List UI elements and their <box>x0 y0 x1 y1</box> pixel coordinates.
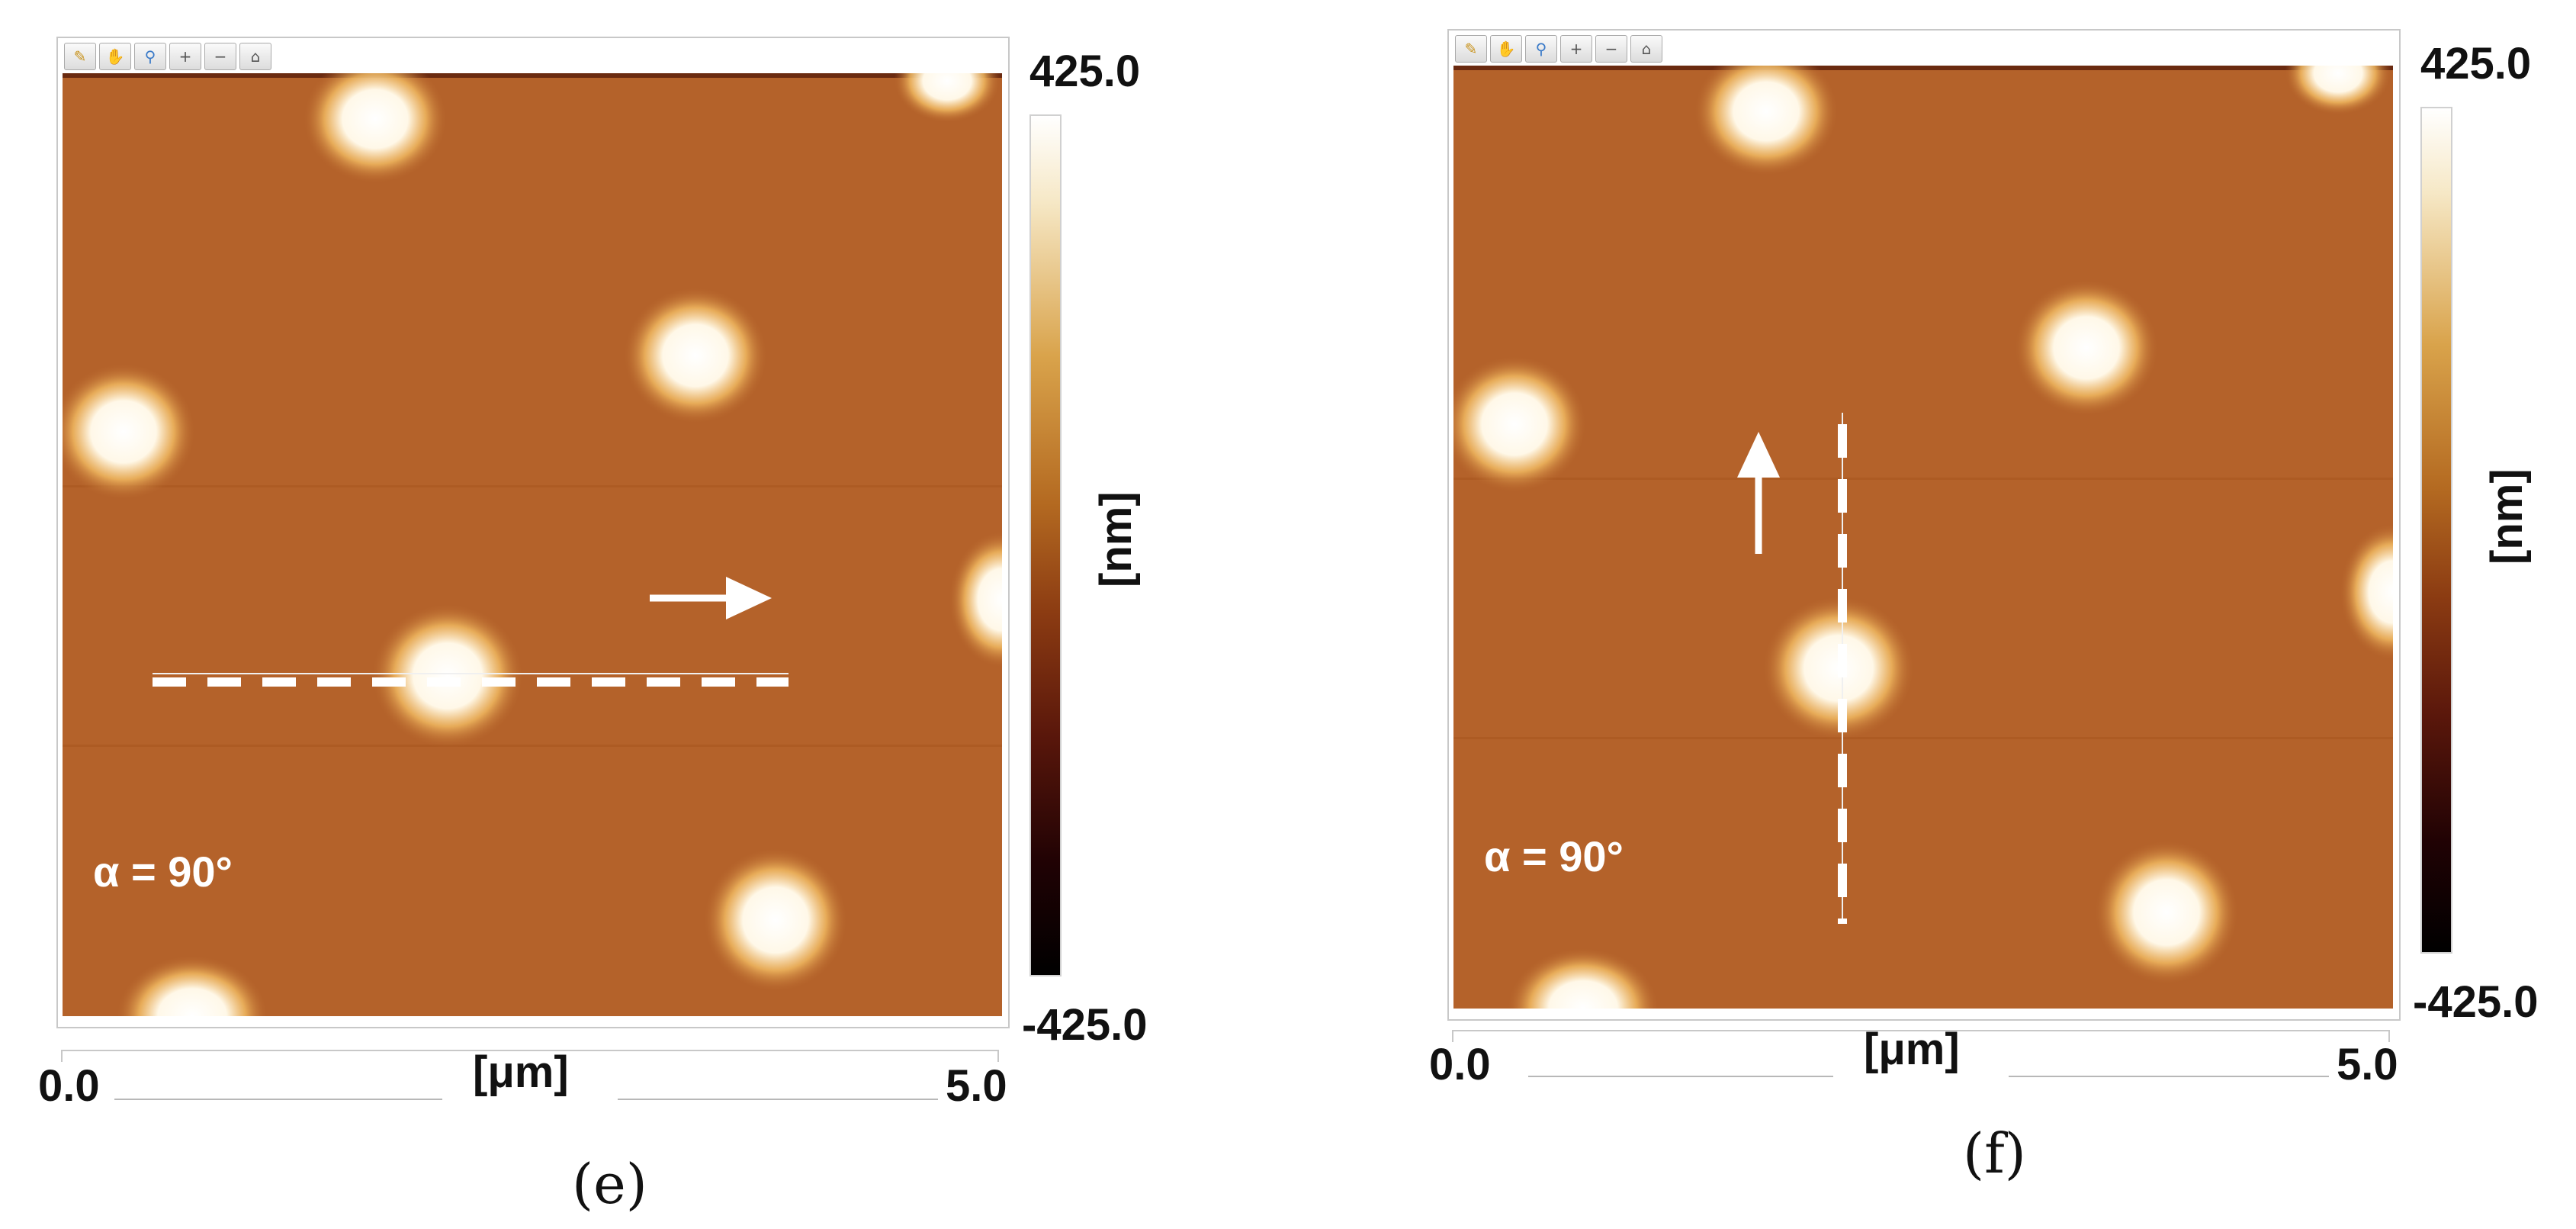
axis-rule-right <box>2009 1076 2329 1077</box>
axis-rule-left <box>114 1099 442 1100</box>
afm-height-image[interactable] <box>1453 66 2393 1009</box>
x-axis-min: 0.0 <box>1429 1040 1491 1089</box>
particle <box>623 287 768 424</box>
panel-caption: (f) <box>1963 1121 2026 1186</box>
particle <box>2340 523 2393 661</box>
axis-rule-left <box>1528 1076 1833 1077</box>
pan-icon[interactable]: ✋ <box>99 43 131 70</box>
particle <box>116 955 268 1016</box>
particle <box>2094 840 2239 985</box>
particle <box>1507 947 1659 1009</box>
afm-panel-e: ✎ ✋ ⚲ + − ⌂ <box>38 0 1258 1229</box>
particle <box>1453 356 1587 493</box>
axis-rule-right <box>618 1099 938 1100</box>
image-toolbar: ✎ ✋ ⚲ + − ⌂ <box>1455 35 1662 63</box>
x-axis-unit: [μm] <box>1864 1025 1960 1074</box>
image-toolbar: ✎ ✋ ⚲ + − ⌂ <box>64 43 271 70</box>
ruler-icon[interactable]: ✎ <box>64 43 96 70</box>
x-axis-line <box>1452 1030 2390 1042</box>
afm-image-frame: ✎ ✋ ⚲ + − ⌂ <box>1447 29 2401 1021</box>
particle <box>2285 66 2391 115</box>
alpha-label: α = 90° <box>1484 832 1624 880</box>
x-axis-unit: [μm] <box>473 1047 569 1097</box>
zoom-out-icon[interactable]: − <box>1595 35 1627 63</box>
colorbar-max: 425.0 <box>1029 47 1141 96</box>
pan-icon[interactable]: ✋ <box>1490 35 1522 63</box>
colorbar-min: -425.0 <box>2413 977 2539 1027</box>
zoom-icon[interactable]: ⚲ <box>134 43 166 70</box>
x-axis-min: 0.0 <box>38 1061 100 1111</box>
zoom-in-icon[interactable]: + <box>169 43 201 70</box>
particle <box>894 73 1001 123</box>
afm-image-frame: ✎ ✋ ⚲ + − ⌂ <box>56 37 1010 1028</box>
colorbar-unit: [nm] <box>1091 491 1141 587</box>
particle <box>949 531 1002 668</box>
home-icon[interactable]: ⌂ <box>1630 35 1662 63</box>
afm-height-image[interactable] <box>63 73 1002 1016</box>
particle <box>303 73 448 184</box>
particle <box>1694 66 1839 176</box>
particle <box>2014 279 2159 417</box>
afm-panel-f: ✎ ✋ ⚲ + − ⌂ <box>1429 0 2576 1229</box>
zoom-out-icon[interactable]: − <box>204 43 236 70</box>
ruler-icon[interactable]: ✎ <box>1455 35 1487 63</box>
panel-caption: (e) <box>572 1152 647 1216</box>
particle <box>63 363 196 500</box>
particle <box>371 603 524 748</box>
zoom-icon[interactable]: ⚲ <box>1525 35 1557 63</box>
colorbar-min: -425.0 <box>1022 1000 1148 1050</box>
colorbar <box>2420 107 2452 954</box>
home-icon[interactable]: ⌂ <box>239 43 271 70</box>
colorbar <box>1029 114 1062 976</box>
x-axis-max: 5.0 <box>946 1061 1007 1111</box>
x-axis-max: 5.0 <box>2337 1040 2398 1089</box>
colorbar-unit: [nm] <box>2482 468 2532 565</box>
x-axis-line <box>61 1050 999 1062</box>
direction-arrow-up <box>1737 432 1780 554</box>
zoom-in-icon[interactable]: + <box>1560 35 1592 63</box>
particle <box>703 848 848 993</box>
colorbar-max: 425.0 <box>2420 39 2532 88</box>
direction-arrow-right <box>650 577 772 619</box>
alpha-label: α = 90° <box>93 848 233 896</box>
